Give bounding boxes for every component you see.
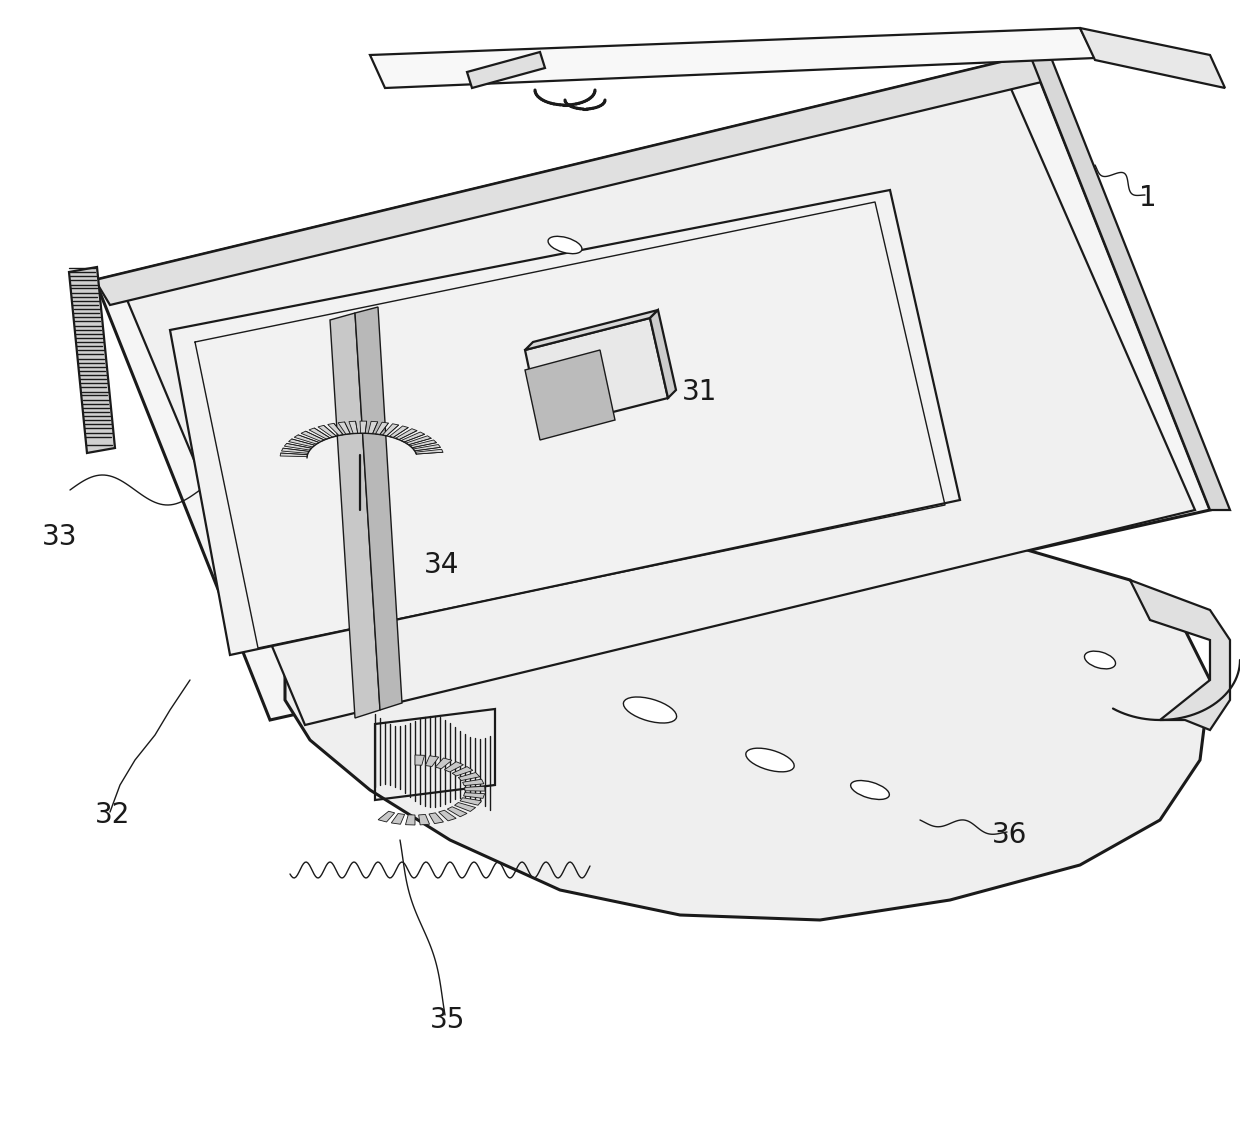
Polygon shape <box>95 56 1210 720</box>
Polygon shape <box>289 439 315 447</box>
Ellipse shape <box>851 780 889 799</box>
Polygon shape <box>309 428 330 439</box>
Ellipse shape <box>624 697 677 723</box>
Polygon shape <box>463 779 484 786</box>
Polygon shape <box>410 440 436 448</box>
Polygon shape <box>459 772 480 780</box>
Polygon shape <box>330 313 379 718</box>
Polygon shape <box>415 755 424 765</box>
Polygon shape <box>425 755 439 767</box>
Polygon shape <box>355 307 402 710</box>
Ellipse shape <box>548 236 582 254</box>
Polygon shape <box>525 318 668 430</box>
Polygon shape <box>444 762 464 772</box>
Polygon shape <box>467 52 546 88</box>
Polygon shape <box>170 191 960 655</box>
Text: 36: 36 <box>992 821 1028 849</box>
Polygon shape <box>650 310 676 398</box>
Polygon shape <box>1080 28 1225 88</box>
Polygon shape <box>455 803 476 812</box>
Text: 34: 34 <box>424 551 460 579</box>
Polygon shape <box>284 443 311 450</box>
Polygon shape <box>389 426 408 438</box>
Polygon shape <box>439 810 456 821</box>
Polygon shape <box>285 535 1210 920</box>
Polygon shape <box>448 806 467 816</box>
Polygon shape <box>95 56 1050 305</box>
Polygon shape <box>294 434 319 445</box>
Polygon shape <box>413 445 440 451</box>
Polygon shape <box>125 75 1195 725</box>
Polygon shape <box>405 435 432 445</box>
Text: 35: 35 <box>430 1006 466 1034</box>
Polygon shape <box>382 424 399 435</box>
Polygon shape <box>301 431 324 441</box>
Polygon shape <box>392 813 404 824</box>
Polygon shape <box>460 797 481 805</box>
Ellipse shape <box>1085 651 1116 669</box>
Text: 1: 1 <box>1140 184 1157 212</box>
Polygon shape <box>419 814 429 824</box>
Text: 31: 31 <box>682 378 718 406</box>
Polygon shape <box>376 422 388 434</box>
Polygon shape <box>464 793 485 798</box>
Polygon shape <box>401 432 425 442</box>
Polygon shape <box>339 422 351 434</box>
Polygon shape <box>435 758 451 769</box>
Polygon shape <box>378 811 394 822</box>
Polygon shape <box>281 448 309 454</box>
Polygon shape <box>370 28 1095 88</box>
Text: 32: 32 <box>95 801 130 829</box>
Polygon shape <box>405 814 415 826</box>
Polygon shape <box>368 422 378 433</box>
Polygon shape <box>1130 579 1230 730</box>
Polygon shape <box>327 423 343 435</box>
Polygon shape <box>348 421 357 433</box>
Polygon shape <box>280 452 308 457</box>
Polygon shape <box>317 425 336 437</box>
Text: 33: 33 <box>42 523 78 551</box>
Polygon shape <box>453 767 472 776</box>
Polygon shape <box>525 310 658 350</box>
Polygon shape <box>415 449 443 454</box>
Polygon shape <box>396 429 417 440</box>
Polygon shape <box>1030 56 1230 510</box>
Polygon shape <box>69 266 115 452</box>
Polygon shape <box>360 421 367 433</box>
Polygon shape <box>465 786 485 792</box>
Ellipse shape <box>745 748 794 772</box>
Polygon shape <box>429 813 444 823</box>
Polygon shape <box>525 350 615 440</box>
